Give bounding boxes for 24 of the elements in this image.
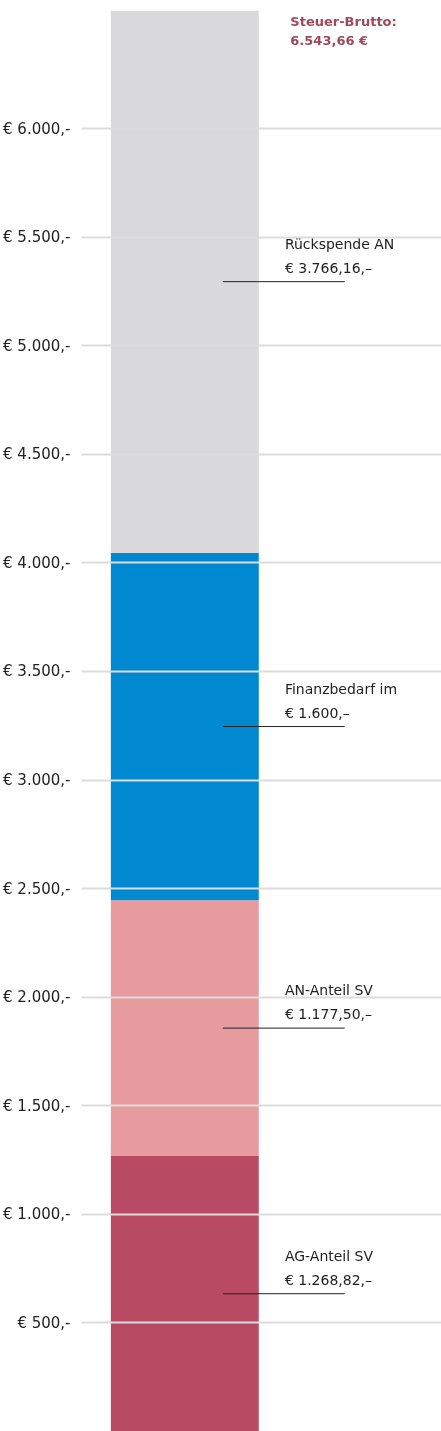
series-label: AN-Anteil SV bbox=[284, 982, 374, 999]
series-label: AG-Anteil SV bbox=[284, 1247, 374, 1264]
data-label: € 1.268,82,– bbox=[284, 1271, 373, 1288]
y-tick-label: € 3.500,- bbox=[3, 662, 71, 681]
bar bbox=[110, 552, 259, 901]
y-tick-label: € 2.500,- bbox=[3, 879, 71, 898]
y-tick-label: € 5.500,- bbox=[3, 228, 71, 247]
y-tick-label: € 500,- bbox=[17, 1313, 71, 1332]
y-tick-label: € 6.000,- bbox=[3, 119, 71, 138]
bar bbox=[110, 900, 259, 1156]
series-label: Finanzbedarf im bbox=[284, 680, 398, 697]
y-tick-label: € 4.500,- bbox=[3, 445, 71, 464]
data-label: € 1.177,50,– bbox=[284, 1006, 373, 1023]
y-tick-label: € 1.500,- bbox=[3, 1096, 71, 1115]
annotation: Steuer-Brutto: 6.543,66 € bbox=[290, 13, 397, 48]
data-label: € 1.600,– bbox=[284, 704, 350, 721]
bar bbox=[110, 1155, 259, 1431]
y-tick-label: € 5.000,- bbox=[3, 336, 71, 355]
y-tick-label: € 1.000,- bbox=[3, 1205, 71, 1224]
series-label: Rückspende AN bbox=[284, 235, 395, 252]
y-tick-label: € 3.000,- bbox=[3, 771, 71, 790]
y-tick-label: € 4.000,- bbox=[3, 553, 71, 572]
annotation: € 3.766,16,– bbox=[284, 259, 373, 276]
y-tick-label: € 2.000,- bbox=[3, 988, 71, 1007]
